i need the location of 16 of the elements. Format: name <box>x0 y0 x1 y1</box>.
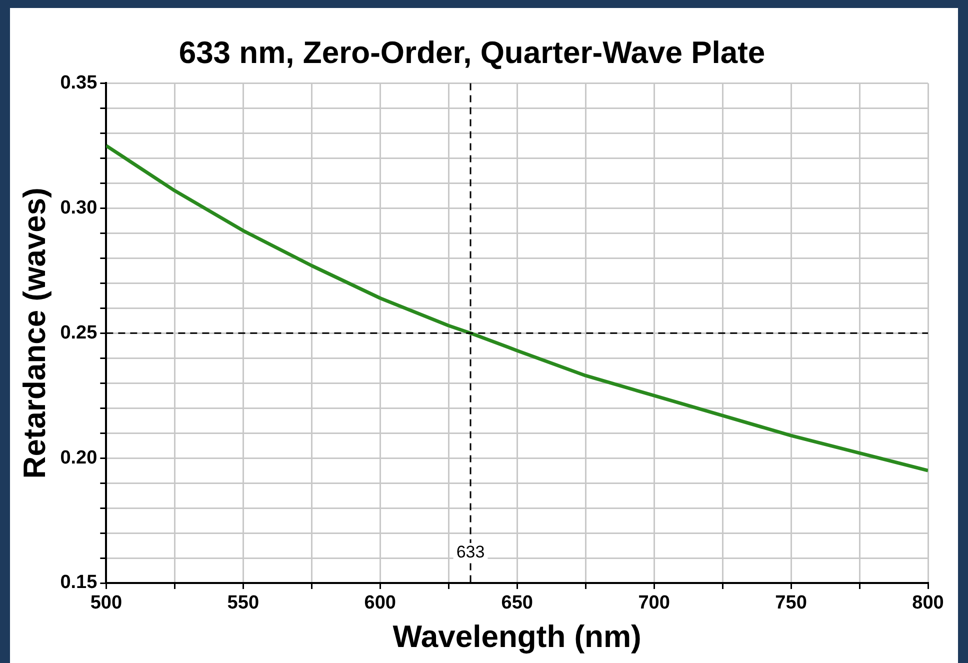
y-tick-label: 0.35 <box>60 72 98 94</box>
y-tick-label: 0.25 <box>60 322 98 344</box>
x-axis-title: Wavelength (nm) <box>392 618 642 654</box>
x-tick-label: 550 <box>227 592 259 614</box>
y-tick-label: 0.30 <box>60 197 98 218</box>
x-tick-label: 700 <box>638 592 670 614</box>
chart-title: 633 nm, Zero-Order, Quarter-Wave Plate <box>178 35 766 70</box>
y-tick-label: 0.20 <box>60 447 98 468</box>
y-tick-label: 0.15 <box>60 572 98 594</box>
x-tick-label: 800 <box>912 592 944 614</box>
ref-line-label: 633 <box>456 542 485 562</box>
x-tick-label: 500 <box>90 592 122 614</box>
x-tick-label: 750 <box>775 592 807 614</box>
y-axis-title: Retardance (waves) <box>17 188 52 479</box>
x-tick-label: 600 <box>364 592 396 614</box>
x-tick-label: 650 <box>501 592 533 614</box>
